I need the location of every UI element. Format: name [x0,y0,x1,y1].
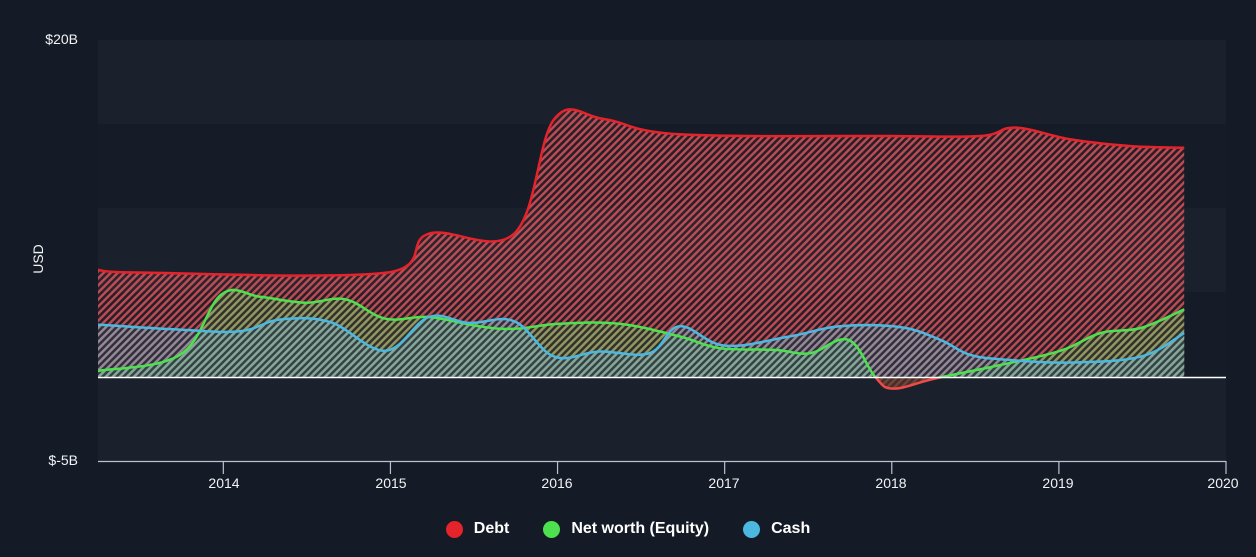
x-axis-ticks [222,461,1227,474]
x-tick-2018: 2018 [875,475,907,491]
equity-line [98,288,1185,377]
x-tick-2017: 2017 [708,475,740,491]
legend-item-cash[interactable]: Cash [743,520,810,538]
debt-line [98,108,1185,277]
legend: Debt Net worth (Equity) Cash [0,520,1256,538]
y-tick-bottom: $-5B [48,452,78,468]
x-tick-2016: 2016 [541,475,573,491]
y-axis-label: USD [30,244,46,274]
x-tick-2019: 2019 [1042,475,1074,491]
legend-label: Debt [473,520,510,537]
legend-label: Cash [771,520,811,537]
x-tick-2014: 2014 [208,475,240,491]
cash-dot-icon [743,520,761,538]
x-tick-2020: 2020 [1207,475,1239,491]
debt-dot-icon [445,520,463,538]
x-tick-2015: 2015 [375,475,407,491]
series-lines [98,108,1185,390]
cash-line [98,314,1185,364]
legend-item-debt[interactable]: Debt [445,520,510,538]
legend-label: Net worth (Equity) [571,520,710,537]
equity-dot-icon [543,520,561,538]
y-tick-top: $20B [45,31,78,47]
legend-item-equity[interactable]: Net worth (Equity) [543,520,709,538]
debt-area [98,109,1185,377]
